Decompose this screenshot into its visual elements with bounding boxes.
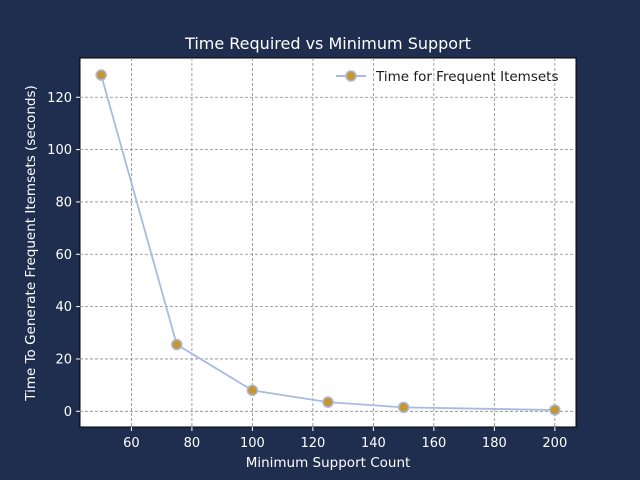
series-line <box>100 74 555 411</box>
x-tick-label: 60 <box>123 436 140 451</box>
data-point <box>95 69 107 81</box>
data-point <box>322 396 334 408</box>
x-tick-label: 200 <box>542 436 567 451</box>
legend-marker-sample <box>345 70 357 82</box>
plot-area <box>79 57 577 428</box>
data-point <box>246 384 259 397</box>
legend: Time for Frequent Itemsets <box>336 69 559 85</box>
x-tick-label: 140 <box>361 436 386 451</box>
series-group <box>95 69 561 416</box>
x-tick-label: 120 <box>300 436 325 451</box>
y-tick-label: 0 <box>64 405 72 420</box>
x-axis-ticks: 60 80 100 120 140 160 180 200 <box>123 427 567 451</box>
y-tick-label: 100 <box>47 143 72 158</box>
grid-lines <box>80 58 576 427</box>
y-tick-label: 120 <box>47 91 72 106</box>
chart-title: Time Required vs Minimum Support <box>184 34 471 53</box>
legend-entry-label: Time for Frequent Itemsets <box>375 69 559 85</box>
data-point <box>549 404 561 416</box>
x-tick-label: 180 <box>482 436 507 451</box>
y-tick-label: 80 <box>55 195 72 210</box>
data-point <box>171 338 183 351</box>
x-tick-label: 160 <box>421 436 446 451</box>
data-point <box>397 401 410 414</box>
y-tick-label: 40 <box>55 300 72 315</box>
x-tick-label: 100 <box>240 436 265 451</box>
y-tick-label: 60 <box>55 248 72 263</box>
y-tick-label: 20 <box>55 352 72 367</box>
y-axis-label: Time To Generate Frequent Itemsets (seco… <box>23 85 39 402</box>
x-axis-label: Minimum Support Count <box>246 455 411 471</box>
y-axis-ticks: 0 20 40 60 80 100 120 <box>47 91 80 420</box>
x-tick-label: 80 <box>184 436 201 451</box>
